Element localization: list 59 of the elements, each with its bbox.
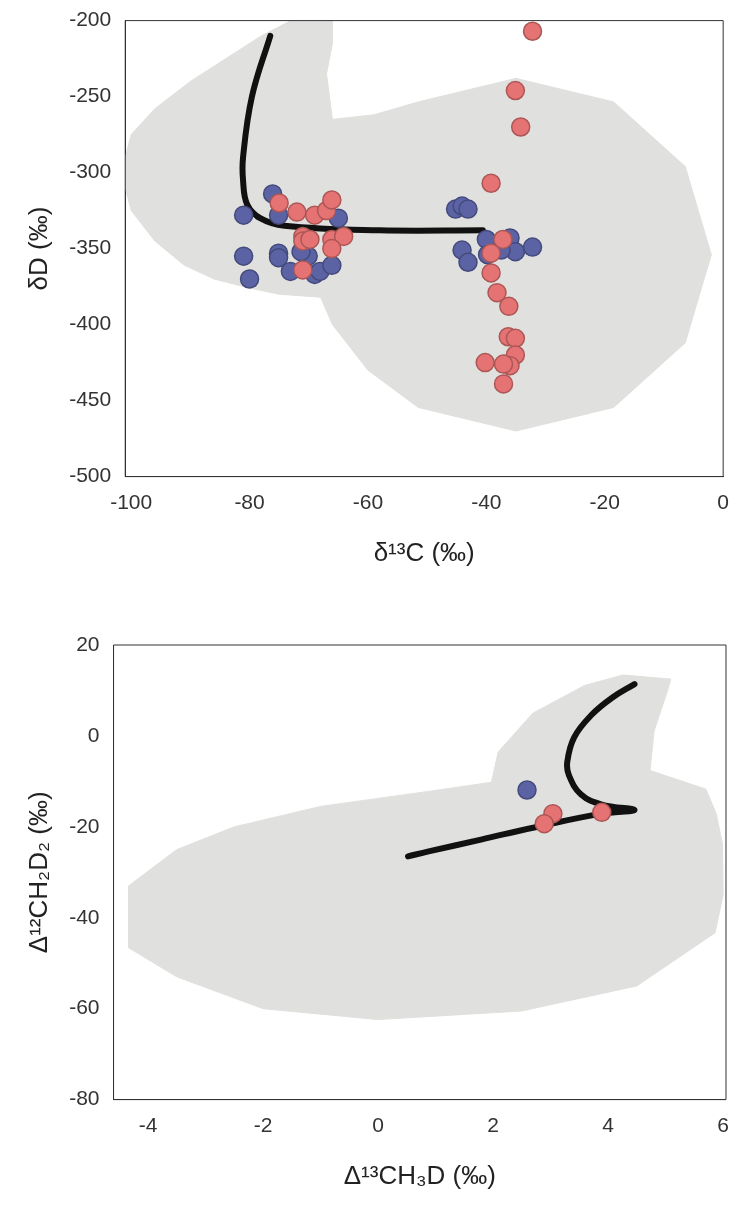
x-axis-title: Δ¹³CH₃D (‰): [343, 1159, 496, 1190]
point: [517, 780, 537, 800]
x-axis-title: δ¹³C (‰): [373, 536, 475, 567]
x-tick-label: -80: [234, 490, 265, 513]
point: [293, 260, 313, 280]
point: [233, 246, 254, 266]
y-tick-label: -450: [69, 387, 112, 411]
point: [481, 173, 501, 193]
y-tick-label: -20: [69, 813, 100, 837]
x-tick-label: 4: [602, 1113, 615, 1136]
point: [322, 255, 342, 276]
point: [487, 282, 507, 303]
y-tick-label: -60: [69, 995, 100, 1019]
y-tick-label: 0: [87, 722, 100, 746]
y-tick-label: 20: [76, 631, 100, 655]
x-tick-label: 2: [487, 1113, 499, 1136]
point: [534, 813, 555, 834]
point: [481, 263, 501, 283]
y-tick-label: -250: [69, 83, 112, 107]
x-tick-label: 0: [372, 1113, 384, 1136]
x-tick-label: -4: [138, 1113, 158, 1136]
y-tick-label: -400: [69, 311, 112, 335]
point: [505, 328, 526, 349]
x-tick-label: -2: [253, 1113, 273, 1136]
point: [322, 190, 342, 210]
point: [239, 269, 260, 289]
point: [522, 237, 543, 257]
point: [322, 238, 342, 259]
x-tick-label: -40: [471, 490, 502, 513]
y-tick-label: -80: [69, 1086, 100, 1110]
point: [269, 193, 289, 213]
y-axis-title: δD (‰): [22, 206, 53, 291]
x-tick-label: -20: [589, 490, 620, 513]
x-tick-label: 6: [717, 1113, 729, 1136]
point: [592, 802, 612, 823]
point: [233, 205, 254, 225]
point: [522, 21, 543, 41]
x-tick-label: 0: [717, 490, 729, 513]
point: [268, 247, 289, 268]
y-axis-title: Δ¹²CH₂D₂ (‰): [22, 791, 53, 954]
point: [499, 296, 519, 317]
point: [510, 117, 531, 137]
x-tick-label: -60: [352, 490, 384, 513]
y-tick-label: -350: [69, 235, 112, 259]
point: [493, 374, 514, 394]
point: [493, 229, 513, 250]
point: [475, 352, 495, 373]
point: [300, 229, 320, 250]
point: [458, 199, 478, 219]
x-tick-label: -100: [110, 490, 153, 513]
y-tick-label: -500: [69, 463, 112, 487]
y-tick-label: -200: [69, 7, 112, 31]
y-tick-label: -300: [69, 159, 112, 183]
point: [333, 226, 354, 247]
point: [287, 202, 307, 222]
y-tick-label: -40: [69, 904, 100, 928]
point: [458, 252, 478, 273]
point: [493, 354, 514, 374]
point: [505, 80, 526, 101]
